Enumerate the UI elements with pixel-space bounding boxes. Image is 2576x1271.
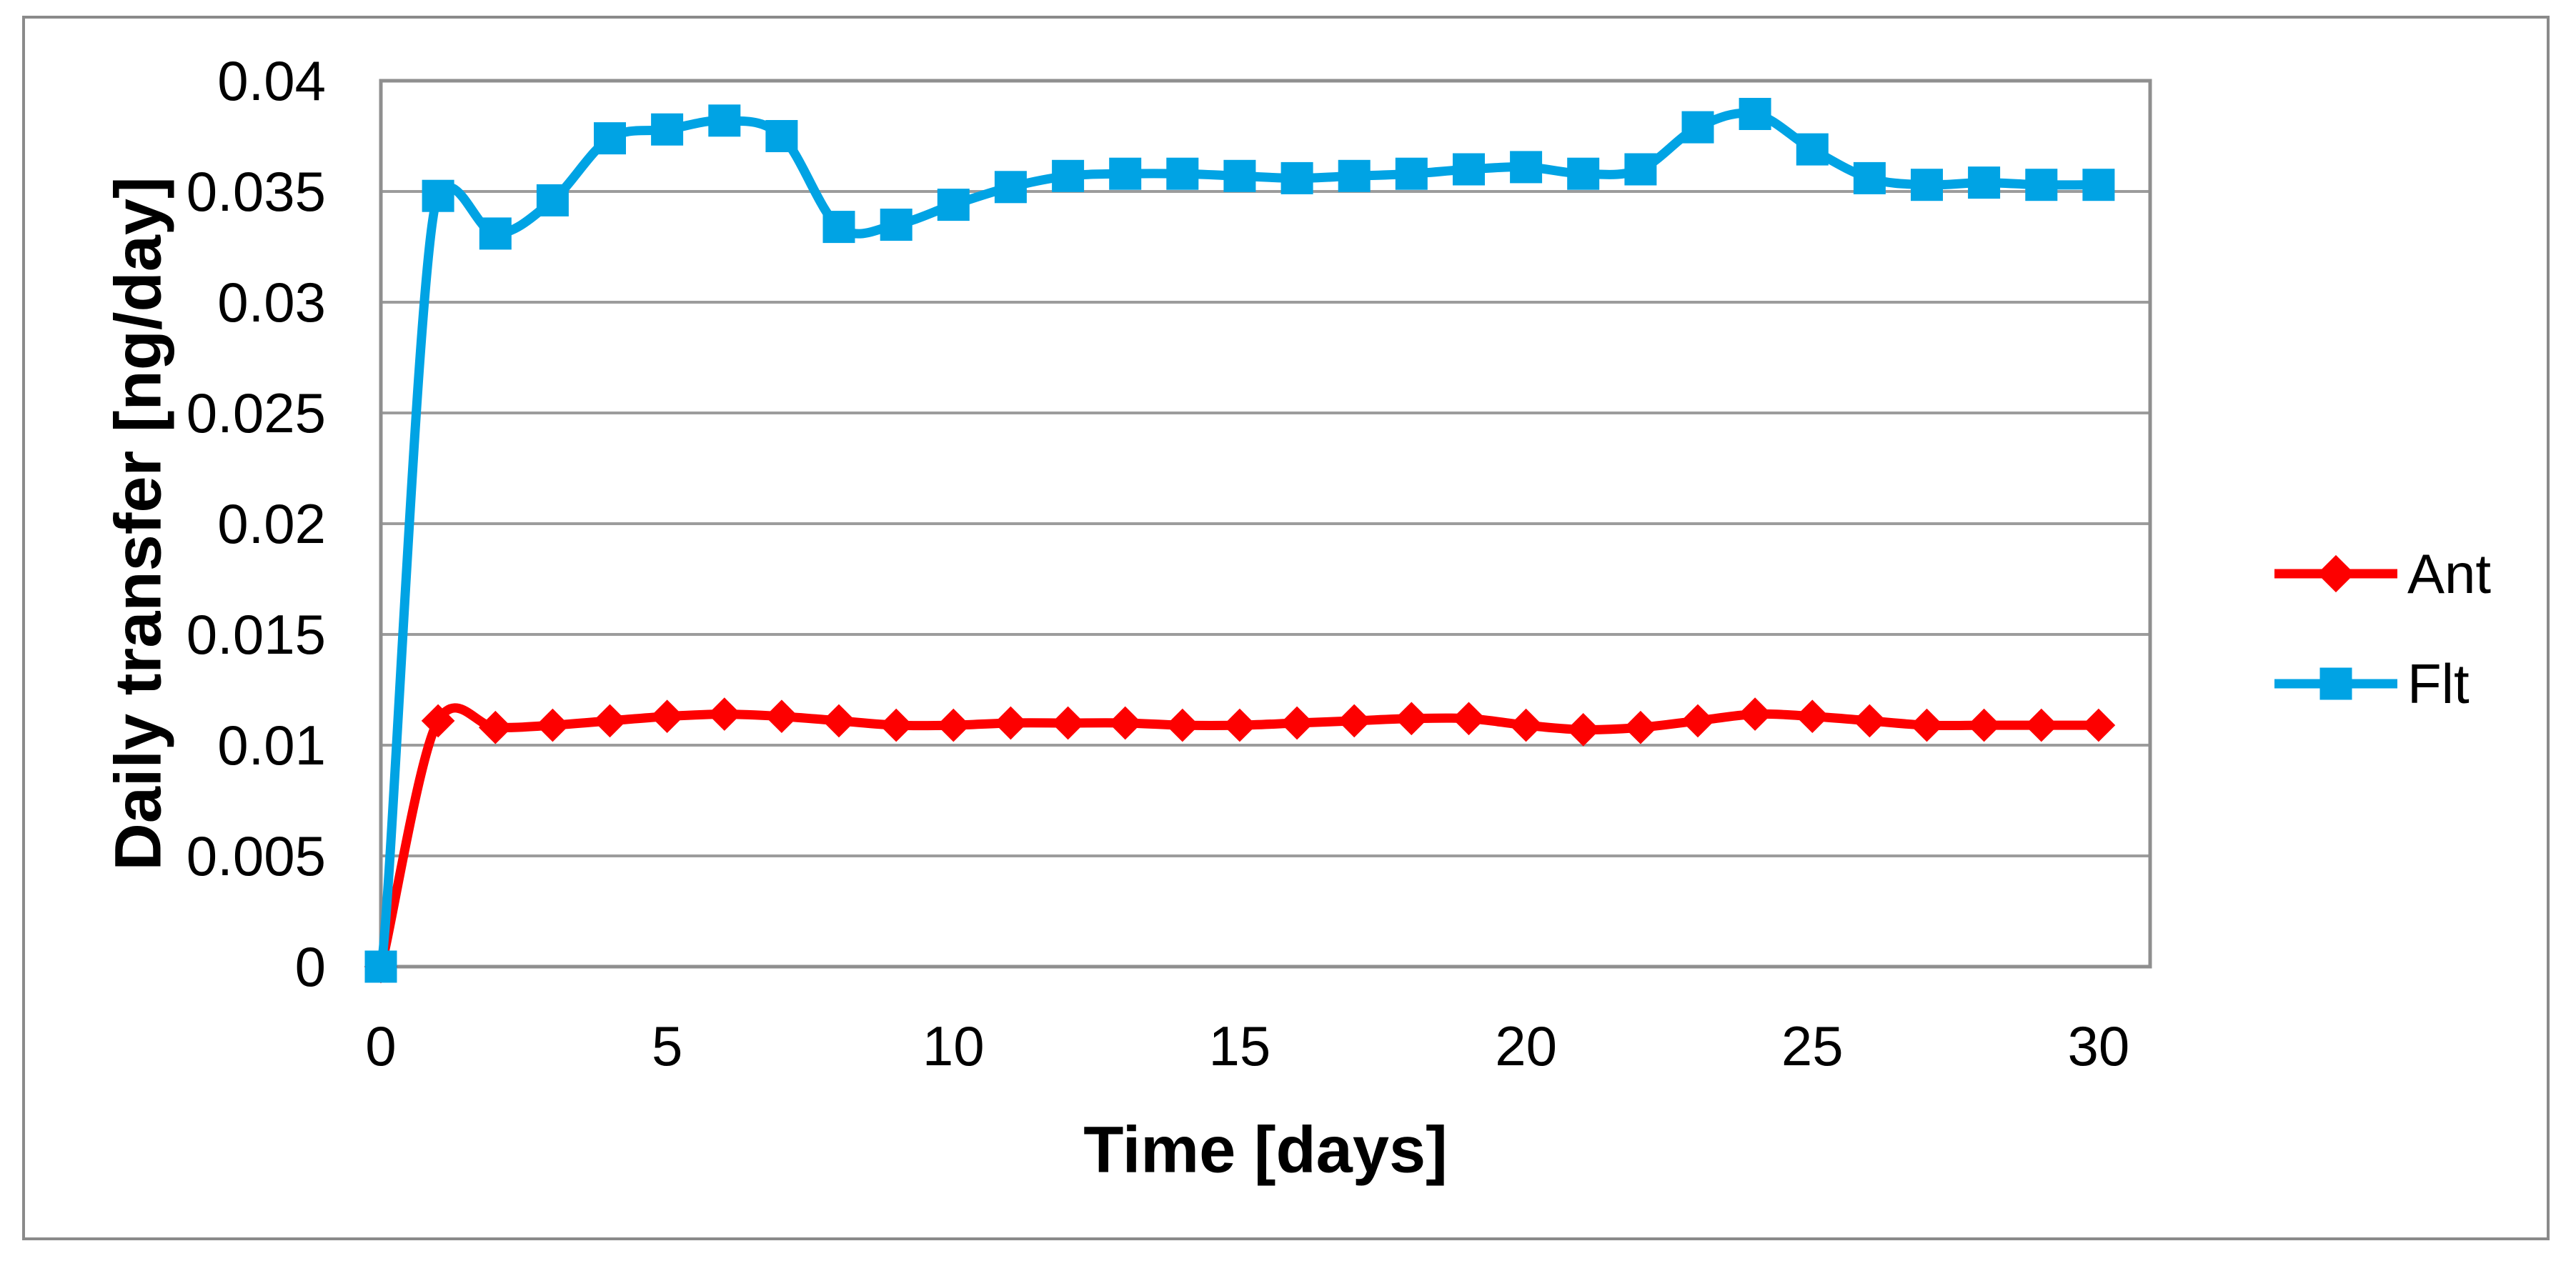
legend-label: Flt: [2407, 652, 2470, 715]
y-axis-tick-label: 0.035: [186, 160, 326, 223]
legend-label: Ant: [2407, 542, 2492, 605]
plot-border: [379, 79, 2152, 969]
marker-diamond: [2082, 708, 2116, 742]
y-axis-tick-label: 0.015: [186, 603, 326, 666]
marker-square: [479, 217, 512, 250]
marker-square: [1510, 151, 1543, 184]
x-axis-tick-label: 15: [1208, 1015, 1271, 1077]
marker-diamond: [593, 704, 627, 738]
marker-diamond: [1280, 706, 1314, 740]
marker-diamond: [478, 710, 512, 744]
marker-square: [1796, 133, 1829, 166]
x-axis-tick-label: 25: [1781, 1015, 1844, 1077]
marker-square: [822, 211, 855, 244]
y-axis-tick-label: 0.02: [217, 492, 326, 555]
legend-item-flt: Flt: [2274, 652, 2470, 716]
marker-square: [1624, 153, 1657, 186]
marker-diamond: [536, 708, 570, 742]
marker-diamond: [1623, 710, 1658, 744]
marker-diamond: [1738, 697, 1772, 731]
marker-square: [1739, 98, 1771, 130]
marker-square: [1911, 169, 1943, 201]
marker-square: [651, 113, 684, 146]
marker-diamond: [822, 704, 856, 738]
marker-diamond: [1108, 706, 1143, 740]
marker-diamond: [707, 697, 742, 731]
x-axis-tick-label: 0: [365, 1015, 397, 1077]
marker-diamond: [1337, 704, 1371, 738]
marker-diamond: [936, 708, 970, 742]
marker-diamond: [765, 699, 799, 734]
x-axis-title: Time [days]: [1083, 1113, 1448, 1187]
x-axis-tick-label: 5: [651, 1015, 683, 1077]
marker-square: [765, 120, 798, 152]
marker-diamond: [1165, 708, 1200, 742]
y-axis-title: Daily transfer [ng/day]: [101, 176, 175, 871]
marker-square: [1052, 159, 1085, 192]
y-axis-tick-label: 0: [294, 935, 326, 998]
marker-square: [1453, 153, 1485, 186]
y-axis-tick-label: 0.025: [186, 382, 326, 444]
y-axis-tick-label: 0.03: [217, 271, 326, 334]
marker-diamond: [1223, 708, 1257, 742]
y-axis-tick-label: 0.005: [186, 824, 326, 887]
x-axis-tick-label: 20: [1495, 1015, 1557, 1077]
legend-marker-flt: [2274, 667, 2397, 700]
marker-diamond: [879, 708, 913, 742]
marker-diamond: [2024, 708, 2059, 742]
y-axis-tick-label: 0.04: [217, 49, 326, 112]
marker-diamond: [1394, 702, 1428, 736]
marker-square: [1166, 157, 1199, 190]
marker-diamond: [650, 699, 684, 734]
marker-square: [994, 171, 1027, 204]
x-axis-tick-label: 10: [922, 1015, 985, 1077]
series-line-flt: [376, 108, 2104, 972]
marker-diamond: [1795, 699, 1829, 734]
marker-square: [708, 104, 741, 137]
marker-square: [2082, 169, 2115, 201]
marker-square: [1109, 157, 1142, 190]
marker-square: [1223, 159, 1256, 192]
marker-square: [536, 184, 569, 216]
series-line-ant: [376, 703, 2104, 972]
marker-square: [937, 189, 970, 221]
marker-diamond: [1509, 708, 1543, 742]
marker-square: [2025, 169, 2058, 201]
marker-square: [1681, 111, 1714, 144]
outer-frame: [22, 16, 2550, 1240]
marker-diamond: [1681, 704, 1715, 738]
marker-diamond: [994, 706, 1028, 740]
marker-square: [422, 179, 454, 212]
marker-square: [1968, 166, 2001, 199]
marker-square: [1853, 161, 1886, 194]
marker-diamond: [1051, 706, 1085, 740]
marker-diamond: [1910, 708, 1944, 742]
marker-square: [880, 209, 912, 241]
marker-square: [594, 122, 626, 155]
marker-diamond: [1452, 702, 1486, 736]
marker-square: [364, 950, 397, 983]
marker-square: [1395, 157, 1428, 190]
legend-marker-ant: [2274, 554, 2397, 593]
marker-diamond: [421, 704, 455, 738]
y-axis-tick-label: 0.01: [217, 714, 326, 777]
marker-diamond: [1967, 708, 2001, 742]
marker-diamond: [1853, 704, 1886, 738]
x-axis-tick-label: 30: [2067, 1015, 2130, 1077]
marker-square: [1567, 157, 1600, 190]
marker-square: [1280, 161, 1313, 194]
marker-diamond: [1566, 712, 1601, 747]
legend-item-ant: Ant: [2274, 542, 2491, 606]
marker-square: [1338, 159, 1371, 192]
